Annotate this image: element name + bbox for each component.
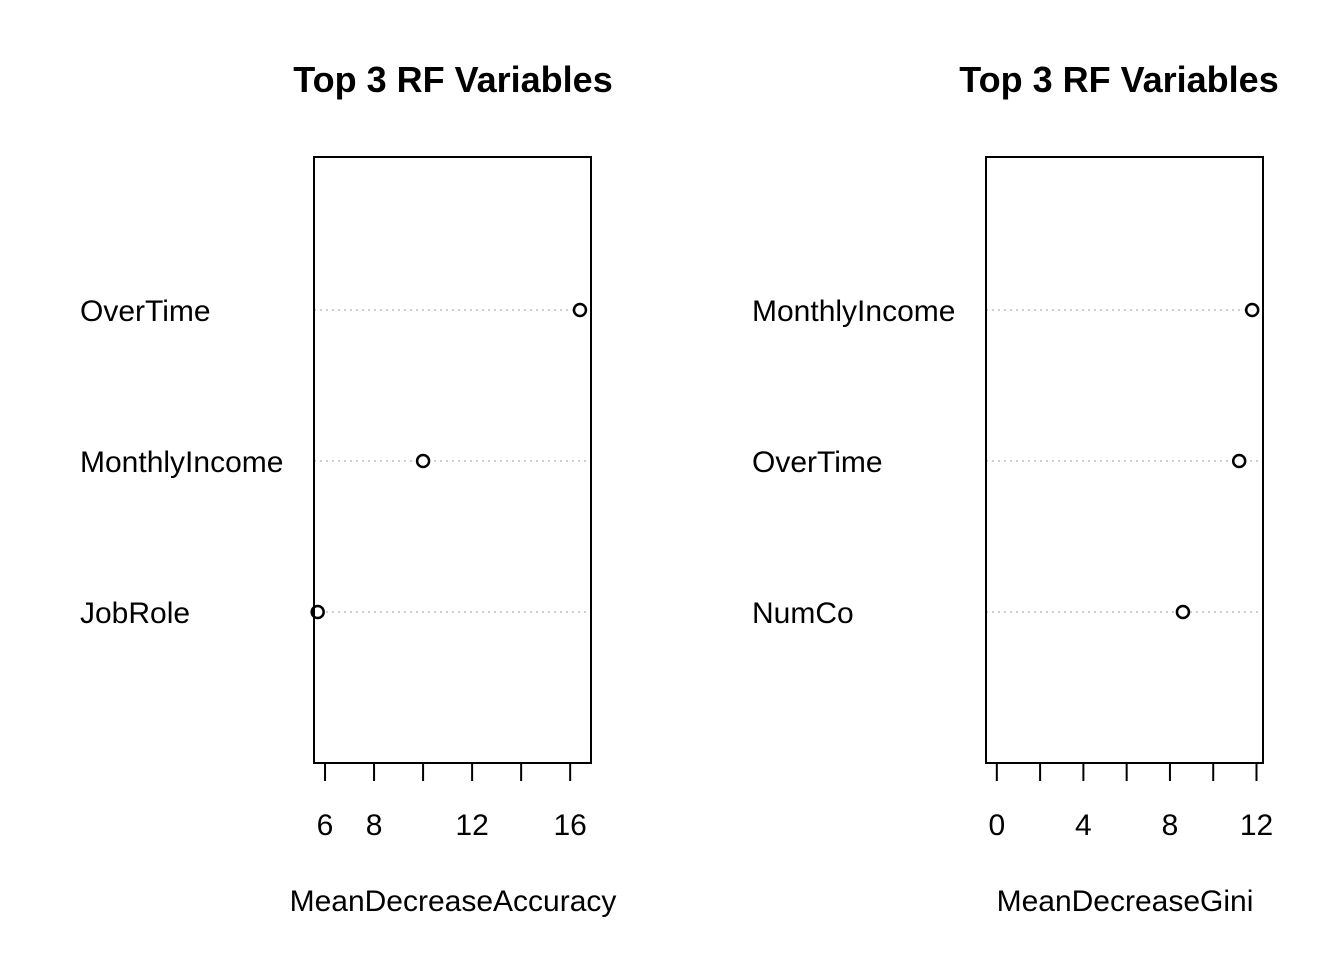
x-tick-label: 12 xyxy=(455,809,488,842)
chart-title: Top 3 RF Variables xyxy=(293,59,612,100)
category-label: MonthlyIncome xyxy=(752,295,955,328)
data-point-monthlyincome xyxy=(415,453,431,469)
category-label: NumCo xyxy=(752,597,854,630)
data-point-monthlyincome xyxy=(1244,302,1260,318)
chart-title: Top 3 RF Variables xyxy=(959,59,1278,100)
x-tick-label: 4 xyxy=(1075,809,1092,842)
x-tick-label: 12 xyxy=(1240,809,1273,842)
x-tick-label: 0 xyxy=(988,809,1005,842)
data-point-overtime xyxy=(1231,453,1247,469)
category-label: OverTime xyxy=(80,295,211,328)
data-point-numco xyxy=(1175,604,1191,620)
left-dotplot-panel: Top 3 RF Variables OverTime MonthlyIncome J… xyxy=(80,59,616,918)
x-axis-title: MeanDecreaseAccuracy xyxy=(290,885,617,918)
data-point-overtime xyxy=(572,302,588,318)
category-label: JobRole xyxy=(80,597,190,630)
x-tick-label: 6 xyxy=(317,809,334,842)
x-tick-label: 8 xyxy=(366,809,383,842)
x-tick-label: 16 xyxy=(553,809,586,842)
right-dotplot-panel: Top 3 RF Variables MonthlyIncome OverTime N… xyxy=(752,59,1279,918)
x-tick-label: 8 xyxy=(1162,809,1179,842)
category-label: MonthlyIncome xyxy=(80,446,283,479)
category-label: OverTime xyxy=(752,446,883,479)
x-axis-title: MeanDecreaseGini xyxy=(997,885,1254,918)
